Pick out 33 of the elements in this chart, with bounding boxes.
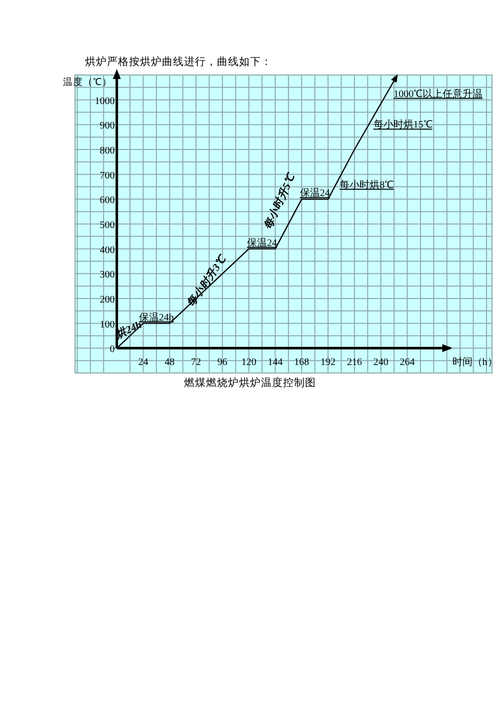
x-tick-label: 96 (217, 357, 228, 368)
x-tick-label: 24 (138, 357, 148, 368)
text: 燃煤燃烧炉烘炉温度控制图 (184, 376, 316, 389)
x-tick-label: 72 (191, 357, 202, 368)
x-tick-label: 120 (241, 357, 256, 368)
x-axis-title: 时间（h） (452, 356, 498, 368)
x-tick-label: 168 (294, 357, 310, 368)
annotation: 每小时烘15℃ (373, 118, 432, 131)
y-tick-label: 300 (100, 270, 115, 281)
y-tick-label: 0 (110, 344, 115, 356)
y-tick-label: 1000 (94, 96, 115, 107)
y-tick-label: 700 (100, 170, 115, 182)
annotation: 保温24h (138, 311, 174, 324)
y-tick-label: 500 (100, 220, 115, 231)
y-axis-title: 温度（℃） (62, 76, 112, 88)
annotation: 每小时烘8℃ (340, 178, 394, 191)
y-tick-label: 600 (100, 195, 115, 206)
x-tick-label: 48 (164, 357, 175, 368)
x-tick-label: 144 (268, 357, 283, 368)
annotation: 保温24 (300, 187, 330, 200)
x-tick-label: 264 (400, 357, 415, 368)
chart-title: 烘炉严格按烘炉曲线进行，曲线如下： (85, 55, 272, 68)
x-tick-label: 240 (373, 357, 388, 368)
y-tick-label: 100 (100, 319, 115, 330)
x-tick-label: 192 (320, 357, 336, 368)
y-tick-label: 800 (100, 146, 115, 156)
y-tick-label: 900 (100, 120, 115, 132)
annotation: 每小时升5℃ (260, 170, 299, 232)
x-tick-label: 216 (346, 357, 362, 368)
annotation: 1000℃以上任意升温 (394, 88, 483, 100)
y-tick-label: 400 (100, 244, 115, 256)
annotation: 保温24 (247, 236, 278, 249)
y-tick-label: 200 (100, 294, 115, 306)
